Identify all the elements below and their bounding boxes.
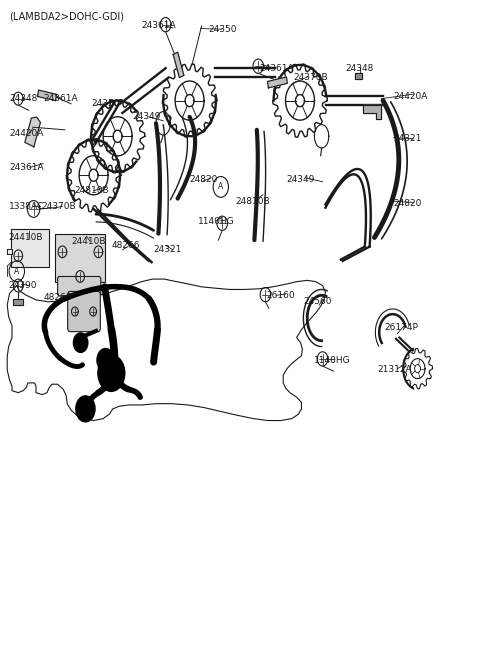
- Text: 24361A: 24361A: [10, 163, 44, 172]
- Text: 24390: 24390: [9, 281, 37, 290]
- Circle shape: [76, 396, 95, 422]
- Text: 24820: 24820: [190, 175, 218, 184]
- Text: 24361A: 24361A: [259, 64, 294, 73]
- Text: A: A: [218, 182, 223, 191]
- Text: 24370B: 24370B: [294, 73, 328, 82]
- Text: 24810B: 24810B: [74, 186, 109, 195]
- Text: 26174P: 26174P: [384, 323, 418, 332]
- Polygon shape: [37, 90, 57, 101]
- Text: 1338AC: 1338AC: [9, 202, 44, 211]
- Text: 26160: 26160: [266, 291, 295, 300]
- FancyBboxPatch shape: [55, 234, 105, 282]
- Text: 24349: 24349: [286, 175, 314, 184]
- FancyBboxPatch shape: [58, 276, 101, 296]
- Circle shape: [97, 349, 114, 372]
- Text: 24810B: 24810B: [235, 197, 270, 206]
- Circle shape: [98, 355, 125, 391]
- Text: 48266: 48266: [43, 293, 72, 302]
- Polygon shape: [355, 73, 362, 79]
- Text: 24410B: 24410B: [71, 237, 106, 246]
- Text: 24350: 24350: [209, 25, 237, 34]
- Polygon shape: [7, 249, 12, 254]
- Text: 24420A: 24420A: [394, 92, 428, 101]
- Polygon shape: [363, 105, 381, 119]
- Text: 1140HG: 1140HG: [198, 217, 234, 227]
- Polygon shape: [173, 52, 184, 78]
- Text: 21312A: 21312A: [377, 365, 412, 374]
- Text: 24410B: 24410B: [9, 233, 43, 242]
- Polygon shape: [13, 299, 23, 305]
- Text: 24348: 24348: [10, 94, 38, 103]
- Text: (LAMBDA2>DOHC-GDI): (LAMBDA2>DOHC-GDI): [10, 12, 125, 21]
- Text: A: A: [14, 267, 19, 276]
- Text: 24321: 24321: [394, 134, 422, 143]
- Polygon shape: [25, 117, 40, 147]
- Text: 24348: 24348: [346, 64, 374, 73]
- FancyBboxPatch shape: [11, 229, 49, 267]
- Text: 24321: 24321: [154, 245, 182, 254]
- Text: 24560: 24560: [303, 297, 332, 306]
- Polygon shape: [267, 77, 288, 88]
- Text: 24361A: 24361A: [141, 21, 176, 31]
- FancyBboxPatch shape: [68, 291, 100, 332]
- Text: 24420A: 24420A: [10, 129, 44, 138]
- Text: 1140HG: 1140HG: [314, 356, 351, 365]
- Circle shape: [73, 333, 88, 352]
- Text: 24370B: 24370B: [41, 202, 76, 211]
- Text: 24349: 24349: [132, 112, 160, 121]
- Text: 48266: 48266: [111, 241, 140, 250]
- Text: 24350: 24350: [91, 99, 120, 108]
- Text: 24820: 24820: [394, 199, 422, 208]
- Text: 24361A: 24361A: [43, 94, 78, 103]
